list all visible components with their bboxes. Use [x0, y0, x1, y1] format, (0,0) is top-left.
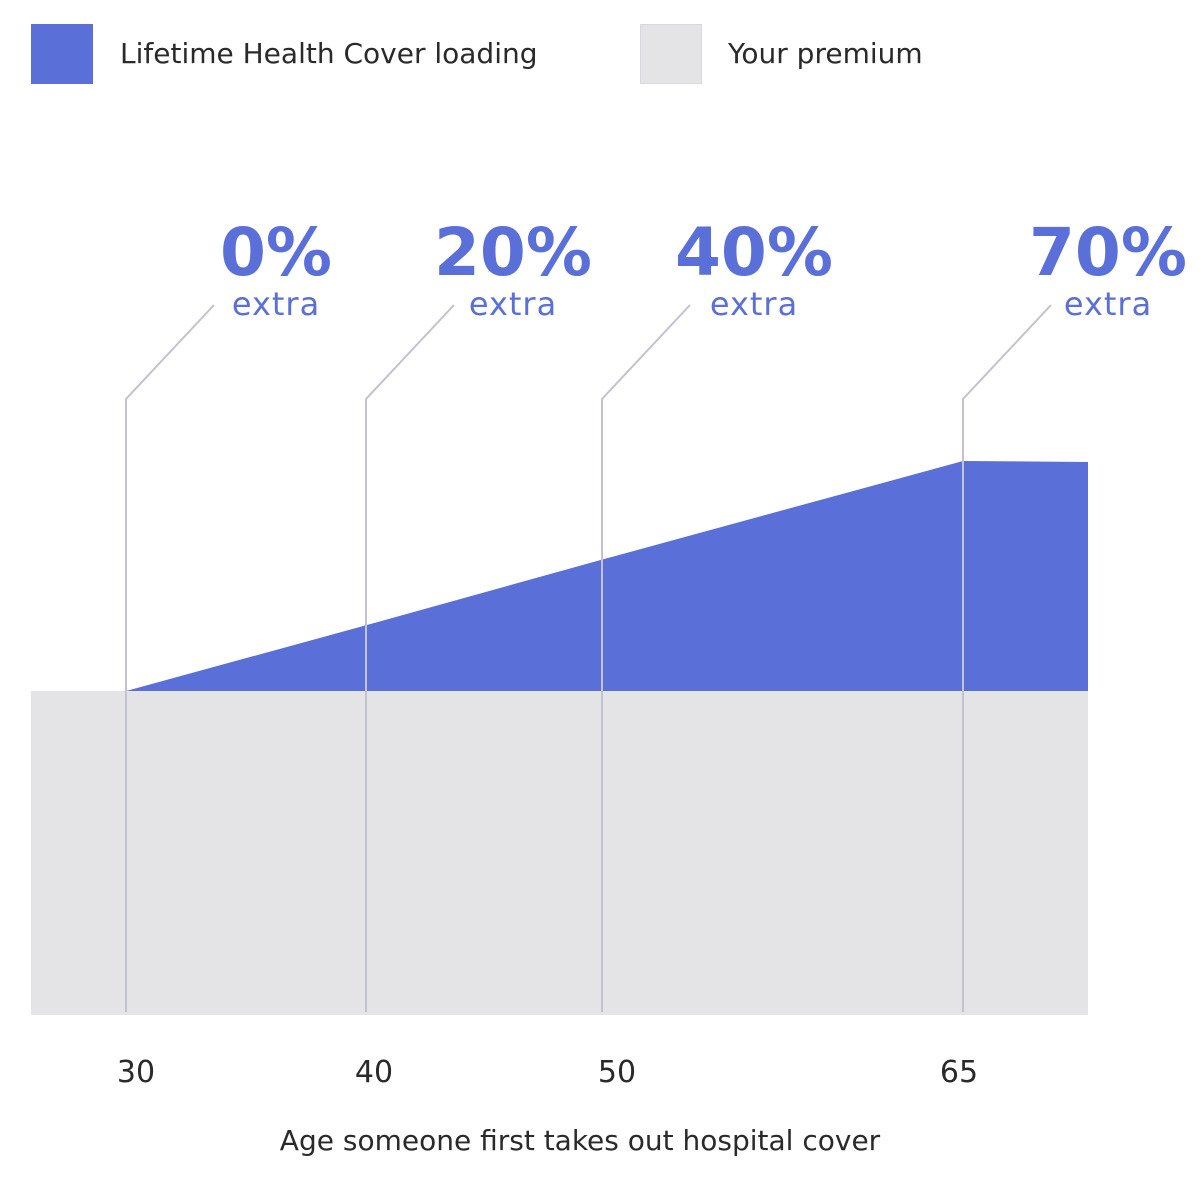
x-tick-label-40: 40: [355, 1055, 393, 1090]
leader-line-65: [962, 304, 1052, 1012]
premium-area: [31, 691, 1088, 1015]
x-tick-label-65: 65: [940, 1055, 978, 1090]
annotation-value-30: 0%: [220, 214, 332, 291]
annotation-sub-50: extra: [710, 285, 798, 323]
annotation-value-65: 70%: [1029, 214, 1187, 291]
x-tick-label-50: 50: [598, 1055, 636, 1090]
legend-swatch-premium: [640, 24, 702, 84]
annotation-sub-40: extra: [469, 285, 557, 323]
leader-line-50: [601, 304, 691, 1012]
legend-label-premium: Your premium: [728, 37, 923, 70]
annotation-value-40: 20%: [434, 214, 592, 291]
leader-line-30: [125, 304, 215, 1012]
x-axis-label: Age someone first takes out hospital cov…: [279, 1124, 881, 1157]
loading-area: [126, 461, 1088, 691]
x-tick-label-30: 30: [117, 1055, 155, 1090]
legend-label-loading: Lifetime Health Cover loading: [120, 37, 538, 70]
legend-swatch-loading: [31, 24, 93, 84]
annotation-value-50: 40%: [675, 214, 833, 291]
annotation-sub-65: extra: [1064, 285, 1152, 323]
leader-line-40: [365, 304, 455, 1012]
annotation-sub-30: extra: [232, 285, 320, 323]
